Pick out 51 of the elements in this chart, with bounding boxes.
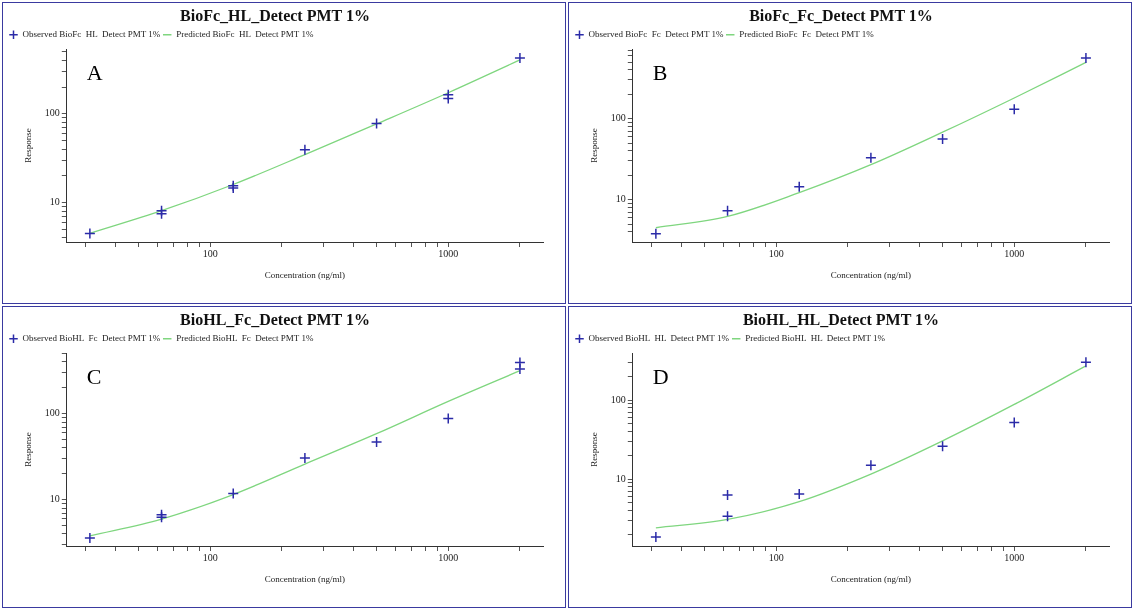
x-tick-label: 100 — [202, 247, 218, 259]
x-tick-label: 100 — [768, 247, 784, 259]
line-series — [655, 365, 1087, 529]
point — [936, 133, 949, 145]
y-axis-title: Response — [22, 128, 33, 163]
x-tick-label: 100 — [768, 551, 784, 563]
point — [1008, 103, 1020, 115]
annotation: A — [86, 59, 103, 85]
legend-label: Observed BioFc HL Detect PMT 1% — [22, 29, 161, 40]
point — [721, 204, 734, 217]
legend-label: Predicted BioFc Fc Detect PMT 1% — [739, 29, 875, 40]
legend-label: Predicted BioHL Fc Detect PMT 1% — [176, 333, 314, 344]
chart-title: BioHL_HL_Detect PMT 1% — [742, 310, 940, 328]
y-tick-label: 100 — [610, 112, 626, 124]
x-tick-label: 1000 — [438, 551, 459, 563]
chart-title: BioFc_HL_Detect PMT 1% — [180, 6, 370, 24]
legend-label: Observed BioHL Fc Detect PMT 1% — [22, 333, 161, 344]
chart-title: BioHL_Fc_Detect PMT 1% — [180, 310, 370, 328]
chart-title: BioFc_Fc_Detect PMT 1% — [749, 6, 933, 24]
line-series — [89, 370, 521, 537]
y-tick-label: 100 — [610, 393, 626, 405]
y-axis-title: Response — [588, 432, 599, 467]
line-series — [89, 59, 521, 235]
point — [793, 181, 805, 193]
y-axis-title: Response — [22, 432, 33, 467]
x-tick-label: 100 — [202, 551, 218, 563]
legend-label: Predicted BioHL HL Detect PMT 1% — [745, 333, 886, 344]
point — [1080, 52, 1092, 64]
line-series — [655, 61, 1087, 229]
legend-label: Observed BioFc Fc Detect PMT 1% — [588, 29, 725, 40]
y-tick-label: 100 — [44, 107, 60, 119]
y-tick-label: 10 — [49, 493, 60, 505]
legend-label: Observed BioHL HL Detect PMT 1% — [588, 333, 730, 344]
y-tick-label: 10 — [615, 472, 626, 484]
y-axis-title: Response — [588, 128, 599, 163]
point — [650, 227, 662, 240]
y-tick-label: 10 — [615, 193, 626, 205]
x-axis-title: Concentration (ng/ml) — [830, 269, 912, 280]
x-axis-title: Concentration (ng/ml) — [830, 573, 912, 584]
x-tick-label: 1000 — [1004, 247, 1025, 259]
x-axis-title: Concentration (ng/ml) — [264, 269, 346, 280]
point — [865, 151, 877, 164]
x-tick-label: 1000 — [438, 247, 459, 259]
y-tick-label: 10 — [49, 196, 60, 208]
x-axis-title: Concentration (ng/ml) — [264, 573, 346, 584]
y-tick-label: 100 — [44, 407, 60, 419]
annotation: C — [86, 363, 102, 389]
x-tick-label: 1000 — [1004, 551, 1025, 563]
annotation: B — [652, 59, 668, 85]
legend-label: Predicted BioFc HL Detect PMT 1% — [176, 29, 314, 40]
annotation: D — [652, 363, 669, 389]
